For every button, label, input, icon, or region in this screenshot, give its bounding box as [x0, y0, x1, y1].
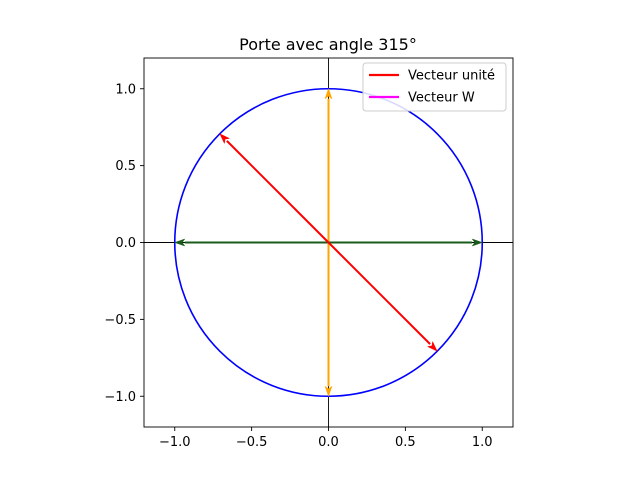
y-axis: −1.0 −0.5 0.0 0.5 1.0	[104, 82, 144, 405]
y-tick-label: 0.0	[115, 236, 136, 251]
x-tick-label: −0.5	[236, 435, 268, 450]
chart-title: Porte avec angle 315°	[239, 35, 417, 54]
legend: Vecteur unité Vecteur W	[362, 62, 507, 112]
x-tick-label: 1.0	[472, 435, 493, 450]
vector-arrowhead	[219, 133, 231, 145]
vector-4	[219, 133, 330, 244]
x-tick-label: 0.0	[318, 435, 339, 450]
vector-2	[328, 238, 484, 247]
legend-label: Vecteur unité	[408, 69, 495, 84]
vector-arrowhead	[324, 87, 333, 100]
vector-arrowhead	[173, 238, 186, 247]
y-tick-label: −1.0	[104, 390, 136, 405]
plot-content	[144, 58, 513, 427]
vector-shaft	[327, 241, 431, 345]
vector-1	[324, 242, 333, 398]
vector-0	[324, 87, 333, 243]
vector-shaft	[226, 140, 330, 244]
vector-3	[173, 238, 329, 247]
x-tick-label: 0.5	[395, 435, 416, 450]
vector-arrowhead	[324, 385, 333, 398]
vector-arrowhead	[426, 340, 438, 352]
plot-area	[144, 58, 513, 427]
x-axis: −1.0 −0.5 0.0 0.5 1.0	[159, 427, 493, 450]
y-tick-label: 0.5	[115, 159, 136, 174]
vector-arrowhead	[471, 238, 484, 247]
y-tick-label: −0.5	[104, 313, 136, 328]
x-tick-label: −1.0	[159, 435, 191, 450]
vector-5	[327, 241, 438, 352]
legend-label: Vecteur W	[408, 91, 475, 106]
y-tick-label: 1.0	[115, 82, 136, 97]
